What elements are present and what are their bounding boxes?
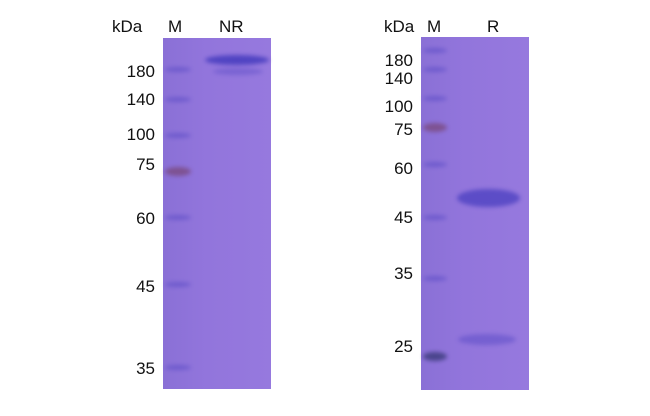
gel-image: [421, 37, 529, 390]
unit-label: kDa: [384, 17, 415, 36]
marker-band-180: [165, 67, 191, 72]
marker-label-25: 25: [394, 337, 413, 356]
marker-label-100: 100: [126, 125, 155, 144]
marker-band-60: [165, 215, 191, 220]
gel-image: [163, 38, 271, 389]
marker-label-180: 180: [384, 51, 413, 70]
marker-label-35: 35: [394, 264, 413, 283]
marker-band-140: [165, 97, 191, 102]
marker-label-75: 75: [136, 155, 155, 174]
marker-label-100: 100: [384, 97, 413, 116]
marker-label-140: 140: [384, 69, 413, 88]
marker-label-45: 45: [136, 277, 155, 296]
marker-band-45: [165, 282, 191, 287]
marker-lane-label: M: [168, 17, 183, 36]
marker-label-45: 45: [394, 208, 413, 227]
marker-band-140: [423, 67, 447, 72]
marker-label-60: 60: [394, 159, 413, 178]
marker-band-25: [423, 352, 447, 361]
marker-label-180: 180: [126, 62, 155, 81]
marker-band-100: [423, 96, 447, 101]
sample-band: [213, 68, 263, 75]
sample-band: [205, 55, 269, 65]
marker-band-75: [423, 123, 447, 132]
sample-lane-label: NR: [219, 17, 244, 36]
marker-band-75: [165, 167, 191, 176]
marker-band-60: [423, 162, 447, 167]
marker-label-60: 60: [136, 209, 155, 228]
marker-label-140: 140: [126, 90, 155, 109]
marker-band-180: [423, 48, 447, 53]
marker-band-45: [423, 215, 447, 220]
sample-band: [458, 334, 516, 345]
marker-lane-label: M: [427, 17, 442, 36]
marker-band-100: [165, 133, 191, 138]
marker-band-35: [165, 365, 191, 370]
marker-label-35: 35: [136, 359, 155, 378]
marker-label-75: 75: [394, 120, 413, 139]
marker-band-35: [423, 276, 447, 281]
sample-lane-label: R: [487, 17, 500, 36]
sample-band: [457, 189, 520, 207]
unit-label: kDa: [112, 17, 143, 36]
